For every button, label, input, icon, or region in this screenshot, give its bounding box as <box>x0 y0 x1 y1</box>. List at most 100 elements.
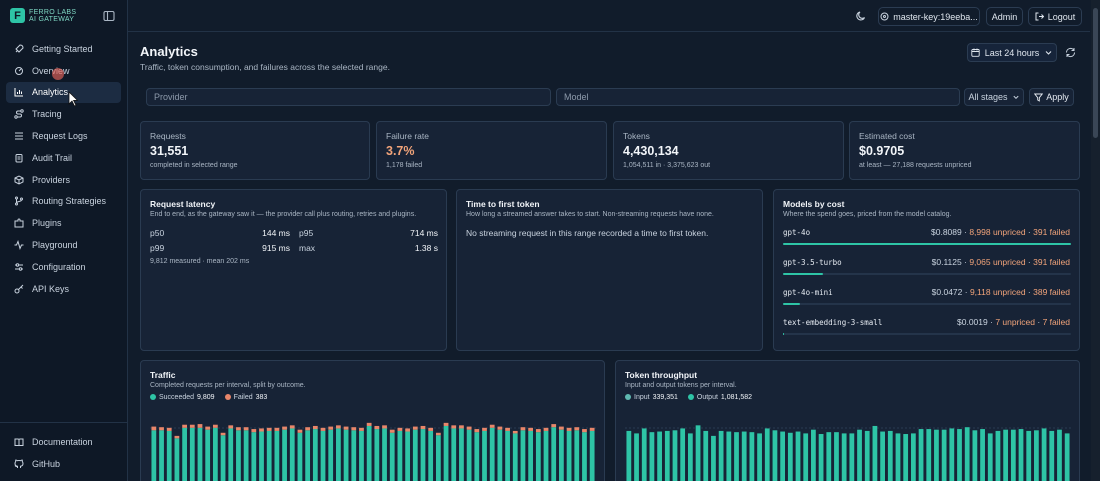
output-bar[interactable] <box>972 430 978 481</box>
brand-logo[interactable]: F FERRO LABS AI GATEWAY <box>10 8 76 23</box>
output-bar[interactable] <box>880 431 885 481</box>
succeeded-bar[interactable] <box>589 430 595 481</box>
failed-bar[interactable] <box>266 427 272 431</box>
succeeded-bar[interactable] <box>328 429 334 481</box>
failed-bar[interactable] <box>359 427 364 431</box>
succeeded-bar[interactable] <box>212 427 218 481</box>
logout-button[interactable]: Logout <box>1028 7 1082 26</box>
failed-bar[interactable] <box>412 426 418 430</box>
failed-bar[interactable] <box>420 425 426 430</box>
failed-bar[interactable] <box>505 427 510 431</box>
failed-bar[interactable] <box>312 425 318 430</box>
sidebar-item-playground[interactable]: Playground <box>6 234 121 256</box>
output-bar[interactable] <box>687 433 693 481</box>
output-bar[interactable] <box>980 429 985 481</box>
output-bar[interactable] <box>964 427 970 481</box>
succeeded-bar[interactable] <box>582 432 587 481</box>
output-bar[interactable] <box>941 429 947 481</box>
sidebar-item-tracing[interactable]: Tracing <box>6 103 121 125</box>
failed-bar[interactable] <box>543 427 549 431</box>
sidebar-item-audit-trail[interactable]: Audit Trail <box>6 147 121 169</box>
output-bar[interactable] <box>1034 430 1039 481</box>
scrollbar-thumb[interactable] <box>1093 8 1098 138</box>
failed-bar[interactable] <box>482 427 487 431</box>
failed-bar[interactable] <box>574 427 580 431</box>
output-bar[interactable] <box>826 432 832 481</box>
output-bar[interactable] <box>657 431 662 481</box>
succeeded-bar[interactable] <box>166 430 172 481</box>
failed-bar[interactable] <box>535 429 541 433</box>
output-bar[interactable] <box>995 430 1001 481</box>
succeeded-bar[interactable] <box>382 428 387 481</box>
output-bar[interactable] <box>803 433 809 481</box>
output-bar[interactable] <box>749 432 755 481</box>
output-bar[interactable] <box>895 433 901 481</box>
output-bar[interactable] <box>1064 433 1070 481</box>
failed-bar[interactable] <box>289 425 295 429</box>
succeeded-bar[interactable] <box>420 429 426 481</box>
succeeded-bar[interactable] <box>366 425 372 481</box>
failed-bar[interactable] <box>343 426 349 430</box>
output-bar[interactable] <box>787 432 793 481</box>
succeeded-bar[interactable] <box>259 431 264 481</box>
output-bar[interactable] <box>634 433 639 481</box>
output-bar[interactable] <box>695 425 701 481</box>
failed-bar[interactable] <box>220 432 226 436</box>
sidebar-item-plugins[interactable]: Plugins <box>6 212 121 234</box>
failed-bar[interactable] <box>566 427 572 431</box>
output-bar[interactable] <box>672 430 678 481</box>
succeeded-bar[interactable] <box>559 429 564 481</box>
succeeded-bar[interactable] <box>374 429 380 481</box>
sidebar-item-providers[interactable]: Providers <box>6 169 121 191</box>
output-bar[interactable] <box>918 429 924 481</box>
output-bar[interactable] <box>741 431 747 481</box>
failed-bar[interactable] <box>320 427 326 431</box>
succeeded-bar[interactable] <box>297 432 303 481</box>
sidebar-toggle-icon[interactable] <box>103 10 115 22</box>
output-bar[interactable] <box>795 431 801 481</box>
succeeded-bar[interactable] <box>466 429 472 481</box>
sidebar-item-api-keys[interactable]: API Keys <box>6 278 121 300</box>
sidebar-item-documentation[interactable]: Documentation <box>6 431 121 453</box>
output-bar[interactable] <box>834 432 839 481</box>
succeeded-bar[interactable] <box>220 435 226 481</box>
succeeded-bar[interactable] <box>243 430 249 481</box>
failed-bar[interactable] <box>382 425 387 429</box>
succeeded-bar[interactable] <box>528 430 534 481</box>
succeeded-bar[interactable] <box>251 432 257 481</box>
failed-bar[interactable] <box>435 432 441 436</box>
output-bar[interactable] <box>757 433 762 481</box>
output-bar[interactable] <box>1057 429 1062 481</box>
succeeded-bar[interactable] <box>435 435 441 481</box>
output-bar[interactable] <box>957 429 962 481</box>
output-bar[interactable] <box>849 433 855 481</box>
output-bar[interactable] <box>934 429 939 481</box>
output-bar[interactable] <box>711 435 716 481</box>
output-bar[interactable] <box>780 431 786 481</box>
succeeded-bar[interactable] <box>520 430 526 481</box>
failed-bar[interactable] <box>274 427 280 431</box>
succeeded-bar[interactable] <box>397 430 403 481</box>
failed-bar[interactable] <box>520 427 526 431</box>
sidebar-item-analytics[interactable]: Analytics <box>6 81 121 104</box>
output-bar[interactable] <box>903 434 909 481</box>
failed-bar[interactable] <box>428 427 434 431</box>
failed-bar[interactable] <box>551 424 557 428</box>
succeeded-bar[interactable] <box>497 429 503 481</box>
sidebar-item-github[interactable]: GitHub <box>6 453 121 475</box>
output-bar[interactable] <box>703 430 709 481</box>
succeeded-bar[interactable] <box>228 428 234 481</box>
apply-button[interactable]: Apply <box>1029 88 1074 106</box>
failed-bar[interactable] <box>159 427 164 431</box>
output-bar[interactable] <box>926 429 932 481</box>
output-bar[interactable] <box>1003 429 1009 481</box>
succeeded-bar[interactable] <box>474 432 480 481</box>
failed-bar[interactable] <box>397 427 403 431</box>
failed-bar[interactable] <box>166 427 172 431</box>
succeeded-bar[interactable] <box>174 438 180 481</box>
succeeded-bar[interactable] <box>574 430 580 481</box>
output-bar[interactable] <box>811 429 816 481</box>
output-bar[interactable] <box>626 430 632 481</box>
failed-bar[interactable] <box>366 422 372 426</box>
failed-bar[interactable] <box>489 424 495 428</box>
